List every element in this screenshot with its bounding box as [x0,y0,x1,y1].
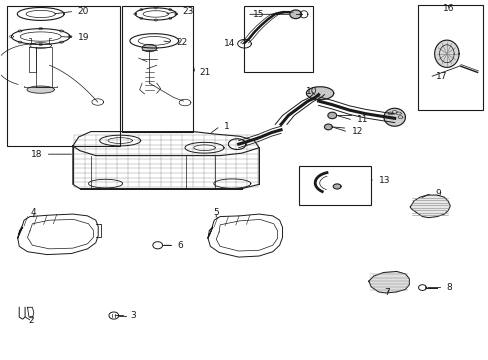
Text: 17: 17 [435,72,446,81]
Text: 4: 4 [31,208,37,217]
Text: 2: 2 [28,316,34,325]
Bar [299,166,370,205]
Text: 8: 8 [446,283,452,292]
Text: 21: 21 [199,68,211,77]
Bar [122,6,193,132]
Text: 19: 19 [78,33,89,42]
Bar [244,6,312,72]
Polygon shape [368,271,408,293]
Polygon shape [327,112,336,119]
Text: 11: 11 [356,115,367,124]
Text: 18: 18 [31,150,42,159]
Text: 1: 1 [224,122,229,131]
Polygon shape [324,124,331,130]
Text: 13: 13 [378,176,389,185]
Polygon shape [332,184,340,189]
Text: 7: 7 [383,288,389,297]
Text: 15: 15 [253,10,264,19]
Bar [6,6,120,146]
Text: 14: 14 [224,39,235,48]
Bar [417,5,483,110]
Text: 3: 3 [130,311,135,320]
Polygon shape [27,86,54,93]
Text: 9: 9 [435,189,441,198]
Polygon shape [142,44,157,51]
Text: 12: 12 [351,127,363,136]
Text: 6: 6 [177,241,183,250]
Text: 23: 23 [182,7,193,16]
Polygon shape [306,87,333,100]
Text: 10: 10 [305,86,317,95]
Text: 5: 5 [213,208,219,217]
Polygon shape [383,108,405,126]
Text: 16: 16 [442,4,453,13]
Polygon shape [434,40,458,67]
Text: 20: 20 [78,7,89,16]
Polygon shape [409,195,449,218]
Polygon shape [289,10,301,19]
Text: 22: 22 [176,38,187,47]
